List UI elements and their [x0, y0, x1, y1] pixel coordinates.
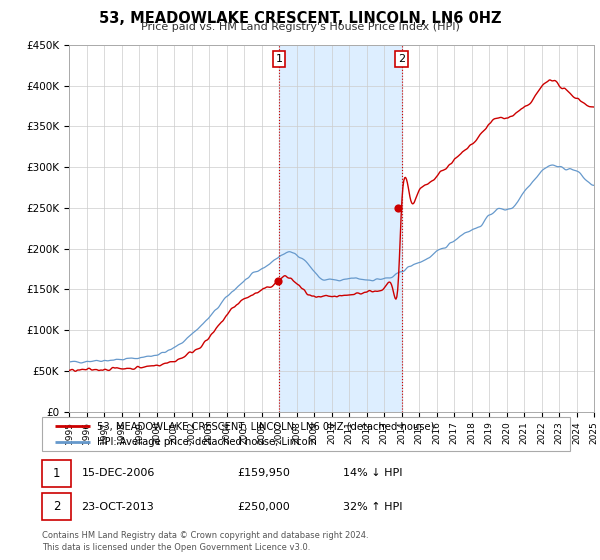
- Text: 53, MEADOWLAKE CRESCENT, LINCOLN, LN6 0HZ (detached house): 53, MEADOWLAKE CRESCENT, LINCOLN, LN6 0H…: [97, 421, 435, 431]
- Text: Contains HM Land Registry data © Crown copyright and database right 2024.
This d: Contains HM Land Registry data © Crown c…: [42, 531, 368, 552]
- Text: 2: 2: [398, 54, 405, 64]
- Text: 1: 1: [53, 466, 61, 480]
- Text: Price paid vs. HM Land Registry's House Price Index (HPI): Price paid vs. HM Land Registry's House …: [140, 22, 460, 32]
- Text: 32% ↑ HPI: 32% ↑ HPI: [343, 502, 403, 512]
- Text: 1: 1: [275, 54, 283, 64]
- Text: 2: 2: [53, 500, 61, 514]
- Text: £159,950: £159,950: [238, 468, 290, 478]
- Text: £250,000: £250,000: [238, 502, 290, 512]
- Text: HPI: Average price, detached house, Lincoln: HPI: Average price, detached house, Linc…: [97, 437, 317, 447]
- Text: 15-DEC-2006: 15-DEC-2006: [82, 468, 155, 478]
- Bar: [279, 45, 401, 412]
- Point: [394, 203, 403, 212]
- Text: 23-OCT-2013: 23-OCT-2013: [82, 502, 154, 512]
- Point: [274, 277, 283, 286]
- FancyBboxPatch shape: [42, 493, 71, 520]
- Text: 14% ↓ HPI: 14% ↓ HPI: [343, 468, 403, 478]
- FancyBboxPatch shape: [42, 460, 71, 487]
- Text: 53, MEADOWLAKE CRESCENT, LINCOLN, LN6 0HZ: 53, MEADOWLAKE CRESCENT, LINCOLN, LN6 0H…: [99, 11, 501, 26]
